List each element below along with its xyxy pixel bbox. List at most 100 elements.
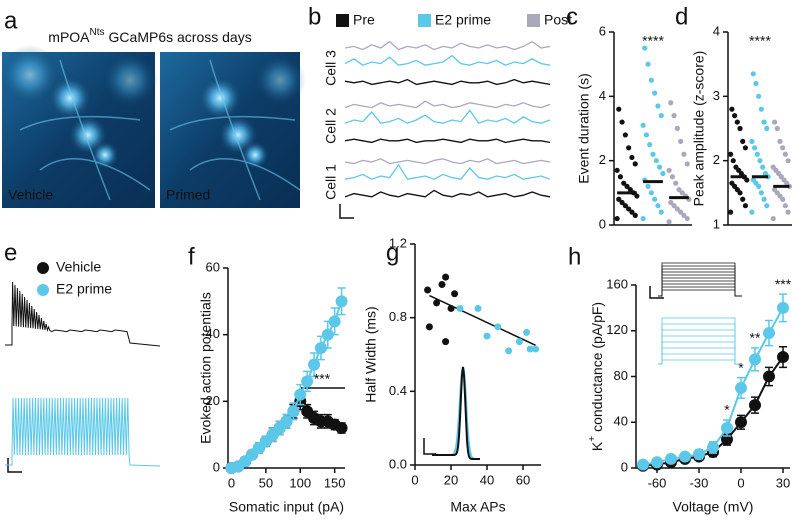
- dot: [658, 209, 664, 215]
- label-part: conductance (pA/pF): [589, 302, 605, 432]
- illustration-trace: [5, 397, 161, 467]
- dot: [758, 190, 764, 196]
- illustration-trace: [432, 366, 480, 460]
- panel-letter: e: [4, 239, 17, 266]
- illustration-trace: [658, 280, 742, 297]
- y-tick-label: 0: [599, 216, 606, 231]
- dot: [653, 158, 659, 164]
- illustration-trace: [658, 289, 742, 297]
- illustration-trace: [5, 281, 161, 347]
- dot: [643, 132, 650, 138]
- point: [451, 290, 459, 298]
- point: [442, 338, 450, 346]
- marker: [308, 358, 321, 371]
- trace: [344, 109, 551, 124]
- dot: [614, 215, 620, 222]
- dot: [749, 209, 755, 215]
- x-tick-label: -60: [648, 475, 667, 490]
- label-part: GCaMP6s across days: [109, 29, 252, 45]
- cell-label: Cell 3: [323, 50, 339, 86]
- marker: [749, 399, 761, 412]
- legend-label: Vehicle: [56, 259, 101, 275]
- dot: [626, 206, 632, 212]
- dot: [671, 203, 677, 209]
- label-part: K: [589, 441, 605, 451]
- trace: [344, 158, 551, 165]
- dot: [729, 106, 735, 112]
- panel-letter: f: [188, 243, 195, 270]
- marker: [735, 416, 747, 429]
- panel-letter: b: [308, 3, 321, 30]
- y-tick-label: 60: [206, 259, 220, 274]
- legend-marker: [37, 262, 49, 274]
- dot: [674, 206, 680, 212]
- dot: [617, 174, 624, 180]
- dot: [742, 145, 749, 151]
- dot: [645, 61, 651, 67]
- x-tick-label: 50: [259, 475, 273, 490]
- dot: [621, 180, 627, 186]
- y-tick-label: 3: [713, 88, 720, 103]
- marker: [321, 328, 334, 341]
- dot: [684, 215, 690, 222]
- superscript: Nts: [90, 27, 105, 38]
- dot: [645, 183, 651, 189]
- y-tick-label: 6: [599, 23, 606, 38]
- trace: [344, 54, 551, 66]
- dot: [732, 113, 738, 119]
- trace: [344, 100, 551, 109]
- dot: [742, 203, 749, 209]
- dot: [751, 145, 758, 151]
- x-tick-label: 0: [228, 475, 235, 490]
- dot: [614, 167, 620, 173]
- dot: [632, 161, 638, 167]
- marker: [335, 295, 348, 308]
- marker: [637, 458, 649, 471]
- dot: [666, 167, 672, 173]
- dot: [753, 80, 759, 87]
- dot: [622, 203, 628, 209]
- dot: [756, 93, 762, 99]
- dot: [676, 187, 682, 193]
- y-tick-label: 2: [599, 152, 606, 167]
- x-axis-label: Somatic input (pA): [229, 499, 344, 515]
- marker: [651, 456, 663, 469]
- point: [447, 304, 455, 312]
- dot: [730, 158, 736, 164]
- legend-swatch: [418, 14, 431, 27]
- dot: [668, 100, 674, 106]
- dot: [629, 209, 635, 215]
- dot: [771, 187, 778, 193]
- dot: [684, 161, 690, 167]
- y-tick-label: 1: [713, 216, 720, 231]
- dot: [754, 151, 760, 157]
- marker: [763, 327, 775, 340]
- illustration-trace: [658, 268, 742, 297]
- illustration-trace: [658, 353, 742, 365]
- dot: [650, 151, 656, 157]
- x-tick-label: 100: [289, 475, 311, 490]
- dot: [727, 209, 734, 215]
- y-tick-label: 2: [713, 152, 720, 167]
- panel-letter: a: [4, 7, 18, 34]
- dot: [760, 164, 766, 170]
- dot: [640, 215, 646, 222]
- x-axis-label: Max APs: [450, 499, 505, 515]
- legend-label: Pre: [353, 12, 375, 28]
- y-axis-label: Half Width (ms): [363, 306, 379, 402]
- x-tick-label: 30: [776, 475, 790, 490]
- scale-bar: [423, 438, 436, 455]
- dot: [648, 190, 654, 196]
- marker: [763, 370, 775, 383]
- chart-title: mPOANts GCaMP6s across days: [48, 27, 251, 45]
- dot: [640, 122, 646, 128]
- micrograph-vehicle: [0, 45, 158, 208]
- dot: [678, 138, 684, 144]
- point: [526, 345, 534, 353]
- y-tick-label: 160: [606, 276, 628, 291]
- dot: [780, 145, 786, 151]
- legend-label: E2 prime: [56, 281, 112, 297]
- point: [515, 338, 523, 346]
- dot: [652, 90, 658, 96]
